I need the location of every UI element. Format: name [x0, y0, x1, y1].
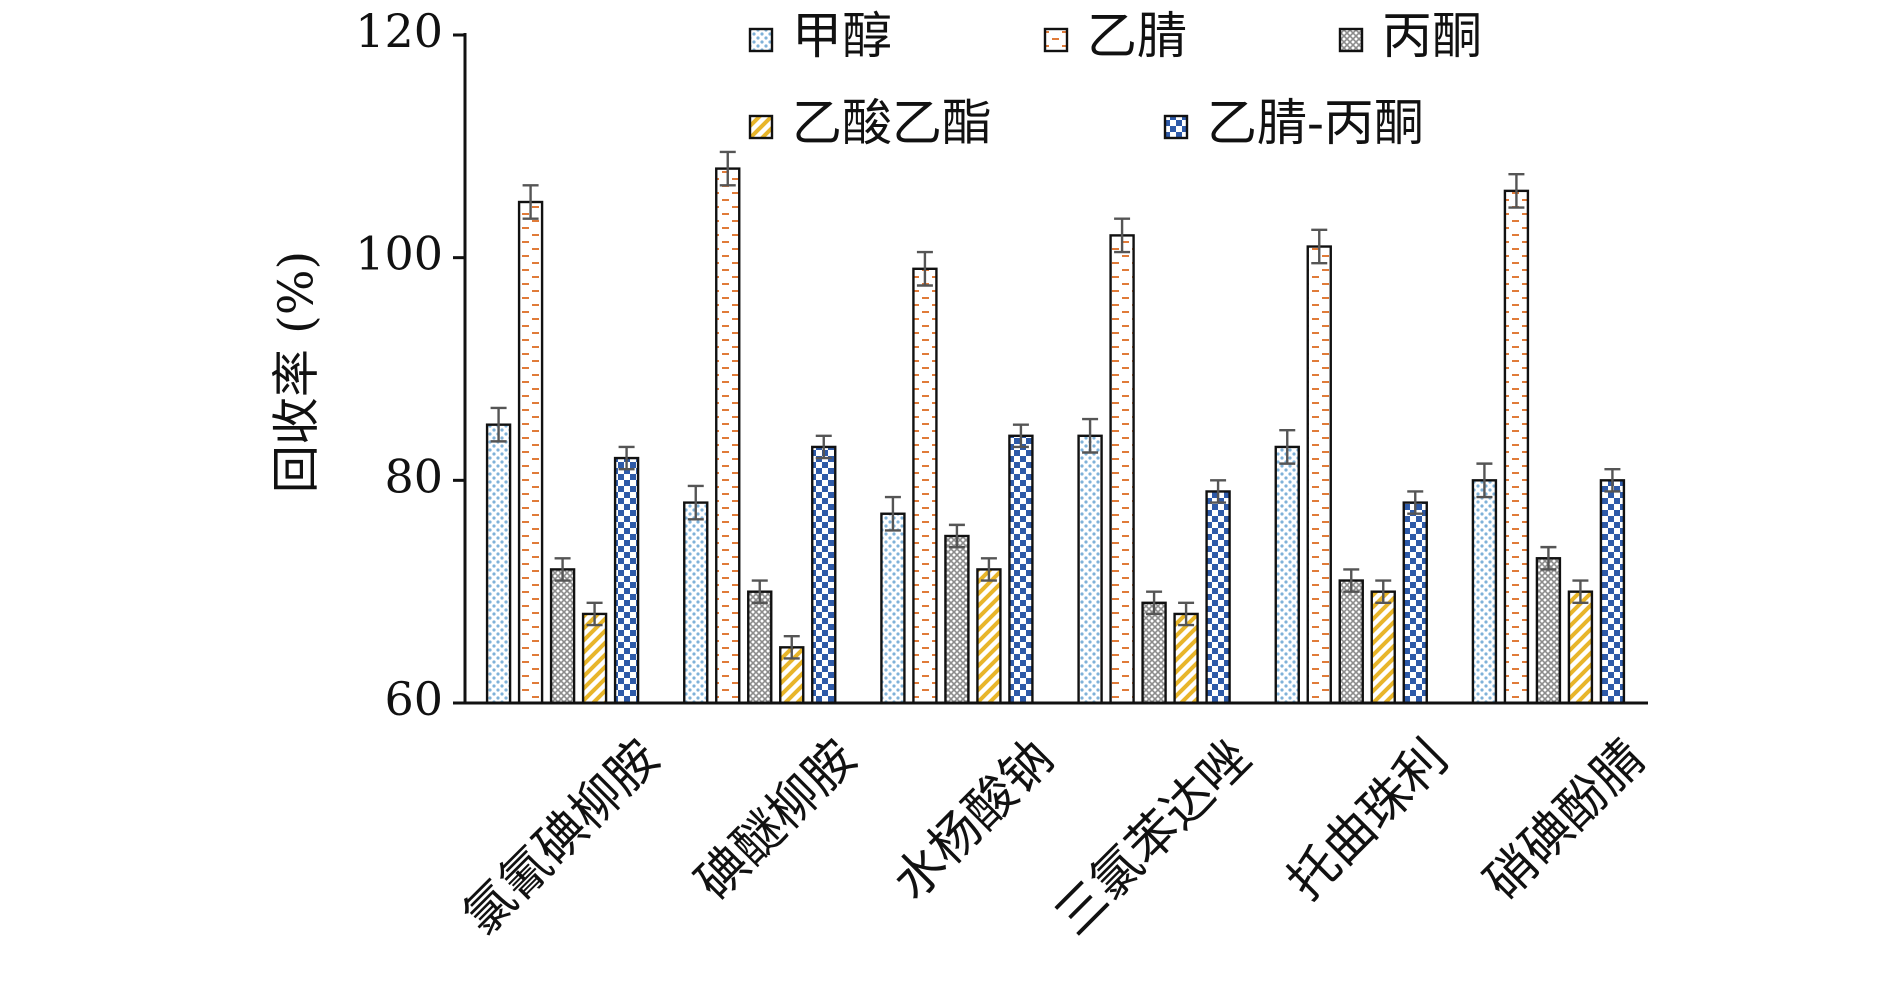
x-category-label: 氯氰碘柳胺 — [452, 728, 670, 946]
bar — [1141, 601, 1167, 705]
bars — [485, 150, 1626, 705]
bar — [1402, 501, 1428, 705]
y-tick-label: 120 — [355, 4, 443, 58]
y-tick-label: 80 — [384, 449, 443, 503]
legend-label: 乙酸乙酯 — [792, 94, 992, 152]
x-category-label: 托曲珠利 — [1276, 728, 1458, 910]
bar — [1567, 590, 1594, 705]
x-category-label: 水杨酸钠 — [882, 728, 1064, 910]
bar — [1077, 434, 1103, 705]
legend-swatch — [1043, 27, 1069, 53]
bar — [613, 456, 640, 705]
x-category-label: 三氯苯达唑 — [1044, 728, 1262, 946]
legend-label: 丙酮 — [1382, 7, 1482, 65]
bar — [1503, 189, 1530, 705]
legend-swatch — [748, 27, 774, 53]
legend-swatch — [748, 114, 774, 140]
axes — [463, 33, 1648, 705]
bar — [1109, 234, 1135, 705]
bar — [485, 423, 512, 705]
bar — [517, 200, 544, 705]
legend-swatch — [1338, 27, 1364, 53]
bar — [1338, 579, 1364, 705]
bar — [1205, 490, 1231, 705]
bar — [1274, 445, 1300, 705]
x-category-label: 碘醚柳胺 — [685, 728, 867, 910]
legend-label: 乙腈 — [1087, 7, 1187, 65]
y-axis-ticks: 60 80 100 120 — [355, 4, 465, 726]
bar — [549, 568, 576, 705]
bar — [1370, 590, 1396, 705]
bar — [1599, 479, 1626, 705]
legend-swatch — [1163, 114, 1189, 140]
bar — [1471, 479, 1498, 705]
x-category-label: 硝碘酚腈 — [1473, 728, 1655, 910]
bar — [1008, 434, 1034, 705]
bar — [944, 534, 970, 705]
bar — [811, 445, 837, 705]
bar — [715, 167, 741, 705]
legend-label: 甲醇 — [792, 7, 892, 65]
bar — [912, 267, 938, 705]
bar — [747, 590, 773, 705]
legend-label: 乙腈-丙酮 — [1207, 94, 1424, 152]
bar — [1535, 557, 1562, 705]
bar — [976, 568, 1002, 705]
bar — [1173, 612, 1199, 705]
bar — [1306, 245, 1332, 705]
bar — [581, 612, 608, 705]
y-tick-label: 100 — [355, 227, 443, 281]
y-axis-label-group: 回收率 (%) — [269, 251, 325, 493]
bar — [683, 501, 709, 705]
bar — [880, 512, 906, 705]
y-tick-label: 60 — [384, 672, 443, 726]
y-axis-label: 回收率 (%) — [269, 251, 325, 493]
